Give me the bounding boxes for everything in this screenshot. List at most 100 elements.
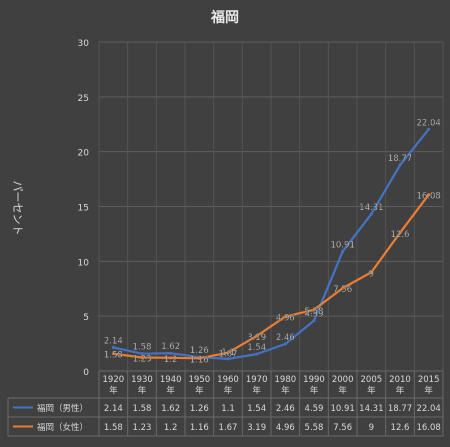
data-label: 1.54 bbox=[247, 343, 266, 353]
data-point bbox=[283, 315, 287, 319]
table-cell: 3.19 bbox=[247, 423, 266, 433]
x-tick-label: 2010 年 bbox=[389, 375, 411, 396]
data-point bbox=[312, 308, 316, 312]
table-cell: 5.58 bbox=[305, 423, 324, 433]
data-label: 14.31 bbox=[359, 203, 383, 213]
data-label: 18.77 bbox=[388, 154, 412, 164]
data-label: 1.58 bbox=[104, 351, 123, 361]
data-point bbox=[169, 356, 173, 360]
data-point bbox=[111, 352, 115, 356]
data-label: 1.2 bbox=[164, 355, 178, 365]
table-cell: 1.1 bbox=[221, 404, 235, 414]
data-label: 5.58 bbox=[305, 307, 324, 317]
y-axis-label: パーセント bbox=[11, 181, 24, 236]
data-label: 10.91 bbox=[330, 240, 354, 250]
table-cell: 16.08 bbox=[416, 423, 440, 433]
data-label: 2.46 bbox=[276, 333, 295, 343]
table-cell: 1.58 bbox=[104, 423, 123, 433]
x-tick-label: 1920 年 bbox=[103, 375, 125, 396]
data-point bbox=[197, 356, 201, 360]
data-point bbox=[111, 346, 115, 350]
data-point bbox=[427, 193, 431, 197]
x-tick-label: 1970 年 bbox=[246, 375, 268, 396]
data-label: 7.56 bbox=[333, 285, 352, 295]
data-label: 1.16 bbox=[190, 355, 209, 365]
data-point bbox=[226, 357, 230, 361]
x-tick-label: 1930 年 bbox=[131, 375, 153, 396]
data-label: 4.59 bbox=[305, 310, 324, 320]
table-cell: 2.14 bbox=[104, 404, 123, 414]
chart-title: 福岡 bbox=[210, 9, 239, 26]
table-cell: 1.58 bbox=[133, 404, 152, 414]
x-tick-label: 2015 年 bbox=[418, 375, 440, 396]
data-label: 1.1 bbox=[221, 348, 235, 358]
table-cell: 7.56 bbox=[333, 423, 352, 433]
data-label: 1.67 bbox=[219, 350, 238, 360]
y-tick-label: 10 bbox=[78, 258, 90, 268]
legend-label: 福岡（男性） bbox=[37, 403, 88, 414]
table-cell: 4.59 bbox=[305, 404, 324, 414]
data-label: 2.14 bbox=[104, 337, 123, 347]
data-table: 1920 年 1930 年 1940 年 1950 年 1960 年 1970 年 1980 年 1990 年… bbox=[7, 370, 444, 437]
table-cell: 1.23 bbox=[133, 423, 152, 433]
data-point bbox=[312, 319, 316, 323]
table-cell: 2.46 bbox=[276, 404, 295, 414]
table-cell: 10.91 bbox=[330, 404, 354, 414]
data-point bbox=[398, 231, 402, 235]
table-cell: 1.62 bbox=[161, 404, 180, 414]
data-point bbox=[427, 127, 431, 131]
x-tick-label: 1960 年 bbox=[217, 375, 239, 396]
data-point bbox=[169, 351, 173, 355]
data-label: 22.04 bbox=[416, 118, 440, 128]
series-layer: 2.14 1.58 1.62 1.26 1.1 1.54 2.46 4.59 10.91 14.3… bbox=[104, 118, 441, 365]
table-cell: 4.96 bbox=[276, 423, 295, 433]
data-label: 1.62 bbox=[161, 342, 180, 352]
table-cell: 14.31 bbox=[359, 404, 383, 414]
data-label: 1.26 bbox=[190, 346, 209, 356]
table-cell: 18.77 bbox=[388, 404, 412, 414]
y-tick-label: 15 bbox=[78, 204, 89, 214]
data-point bbox=[226, 351, 230, 355]
data-point bbox=[369, 270, 373, 274]
series-line-female bbox=[113, 194, 430, 360]
data-label: 1.23 bbox=[133, 355, 152, 365]
table-cell: 9 bbox=[369, 423, 374, 433]
x-tick-label: 1990 年 bbox=[303, 375, 325, 396]
x-tick-label: 1950 年 bbox=[189, 375, 211, 396]
y-tick-label: 25 bbox=[78, 94, 89, 104]
data-point bbox=[283, 342, 287, 346]
data-point bbox=[255, 334, 259, 338]
table-cell: 12.6 bbox=[391, 423, 410, 433]
data-label: 9 bbox=[369, 269, 374, 279]
series-line-male bbox=[113, 128, 430, 360]
y-ticks: 0 5 10 15 20 25 30 bbox=[78, 39, 90, 378]
x-tick-label: 1940 年 bbox=[160, 375, 182, 396]
table-cell: 1.67 bbox=[219, 423, 238, 433]
y-tick-label: 0 bbox=[83, 368, 89, 378]
legend-label: 福岡（女性） bbox=[37, 422, 88, 433]
data-label: 4.96 bbox=[276, 314, 295, 324]
data-label: 12.6 bbox=[391, 230, 410, 240]
data-point bbox=[140, 356, 144, 360]
table-cell: 1.54 bbox=[247, 404, 266, 414]
data-point bbox=[140, 352, 144, 356]
table-cell: 1.26 bbox=[190, 404, 209, 414]
data-label: 1.58 bbox=[133, 343, 152, 353]
table-cell: 1.16 bbox=[190, 423, 209, 433]
data-label: 3.19 bbox=[247, 333, 266, 343]
data-point bbox=[341, 249, 345, 253]
table-cell: 1.2 bbox=[164, 423, 178, 433]
x-tick-label: 2000 年 bbox=[332, 375, 354, 396]
y-tick-label: 5 bbox=[83, 313, 89, 323]
table-cell: 22.04 bbox=[416, 404, 440, 414]
data-point bbox=[341, 286, 345, 290]
y-tick-label: 20 bbox=[78, 149, 90, 159]
data-point bbox=[398, 163, 402, 167]
y-tick-label: 30 bbox=[78, 39, 90, 49]
data-point bbox=[369, 212, 373, 216]
grid bbox=[98, 41, 444, 372]
x-tick-label: 2005 年 bbox=[361, 375, 383, 396]
x-tick-label: 1980 年 bbox=[275, 375, 297, 396]
